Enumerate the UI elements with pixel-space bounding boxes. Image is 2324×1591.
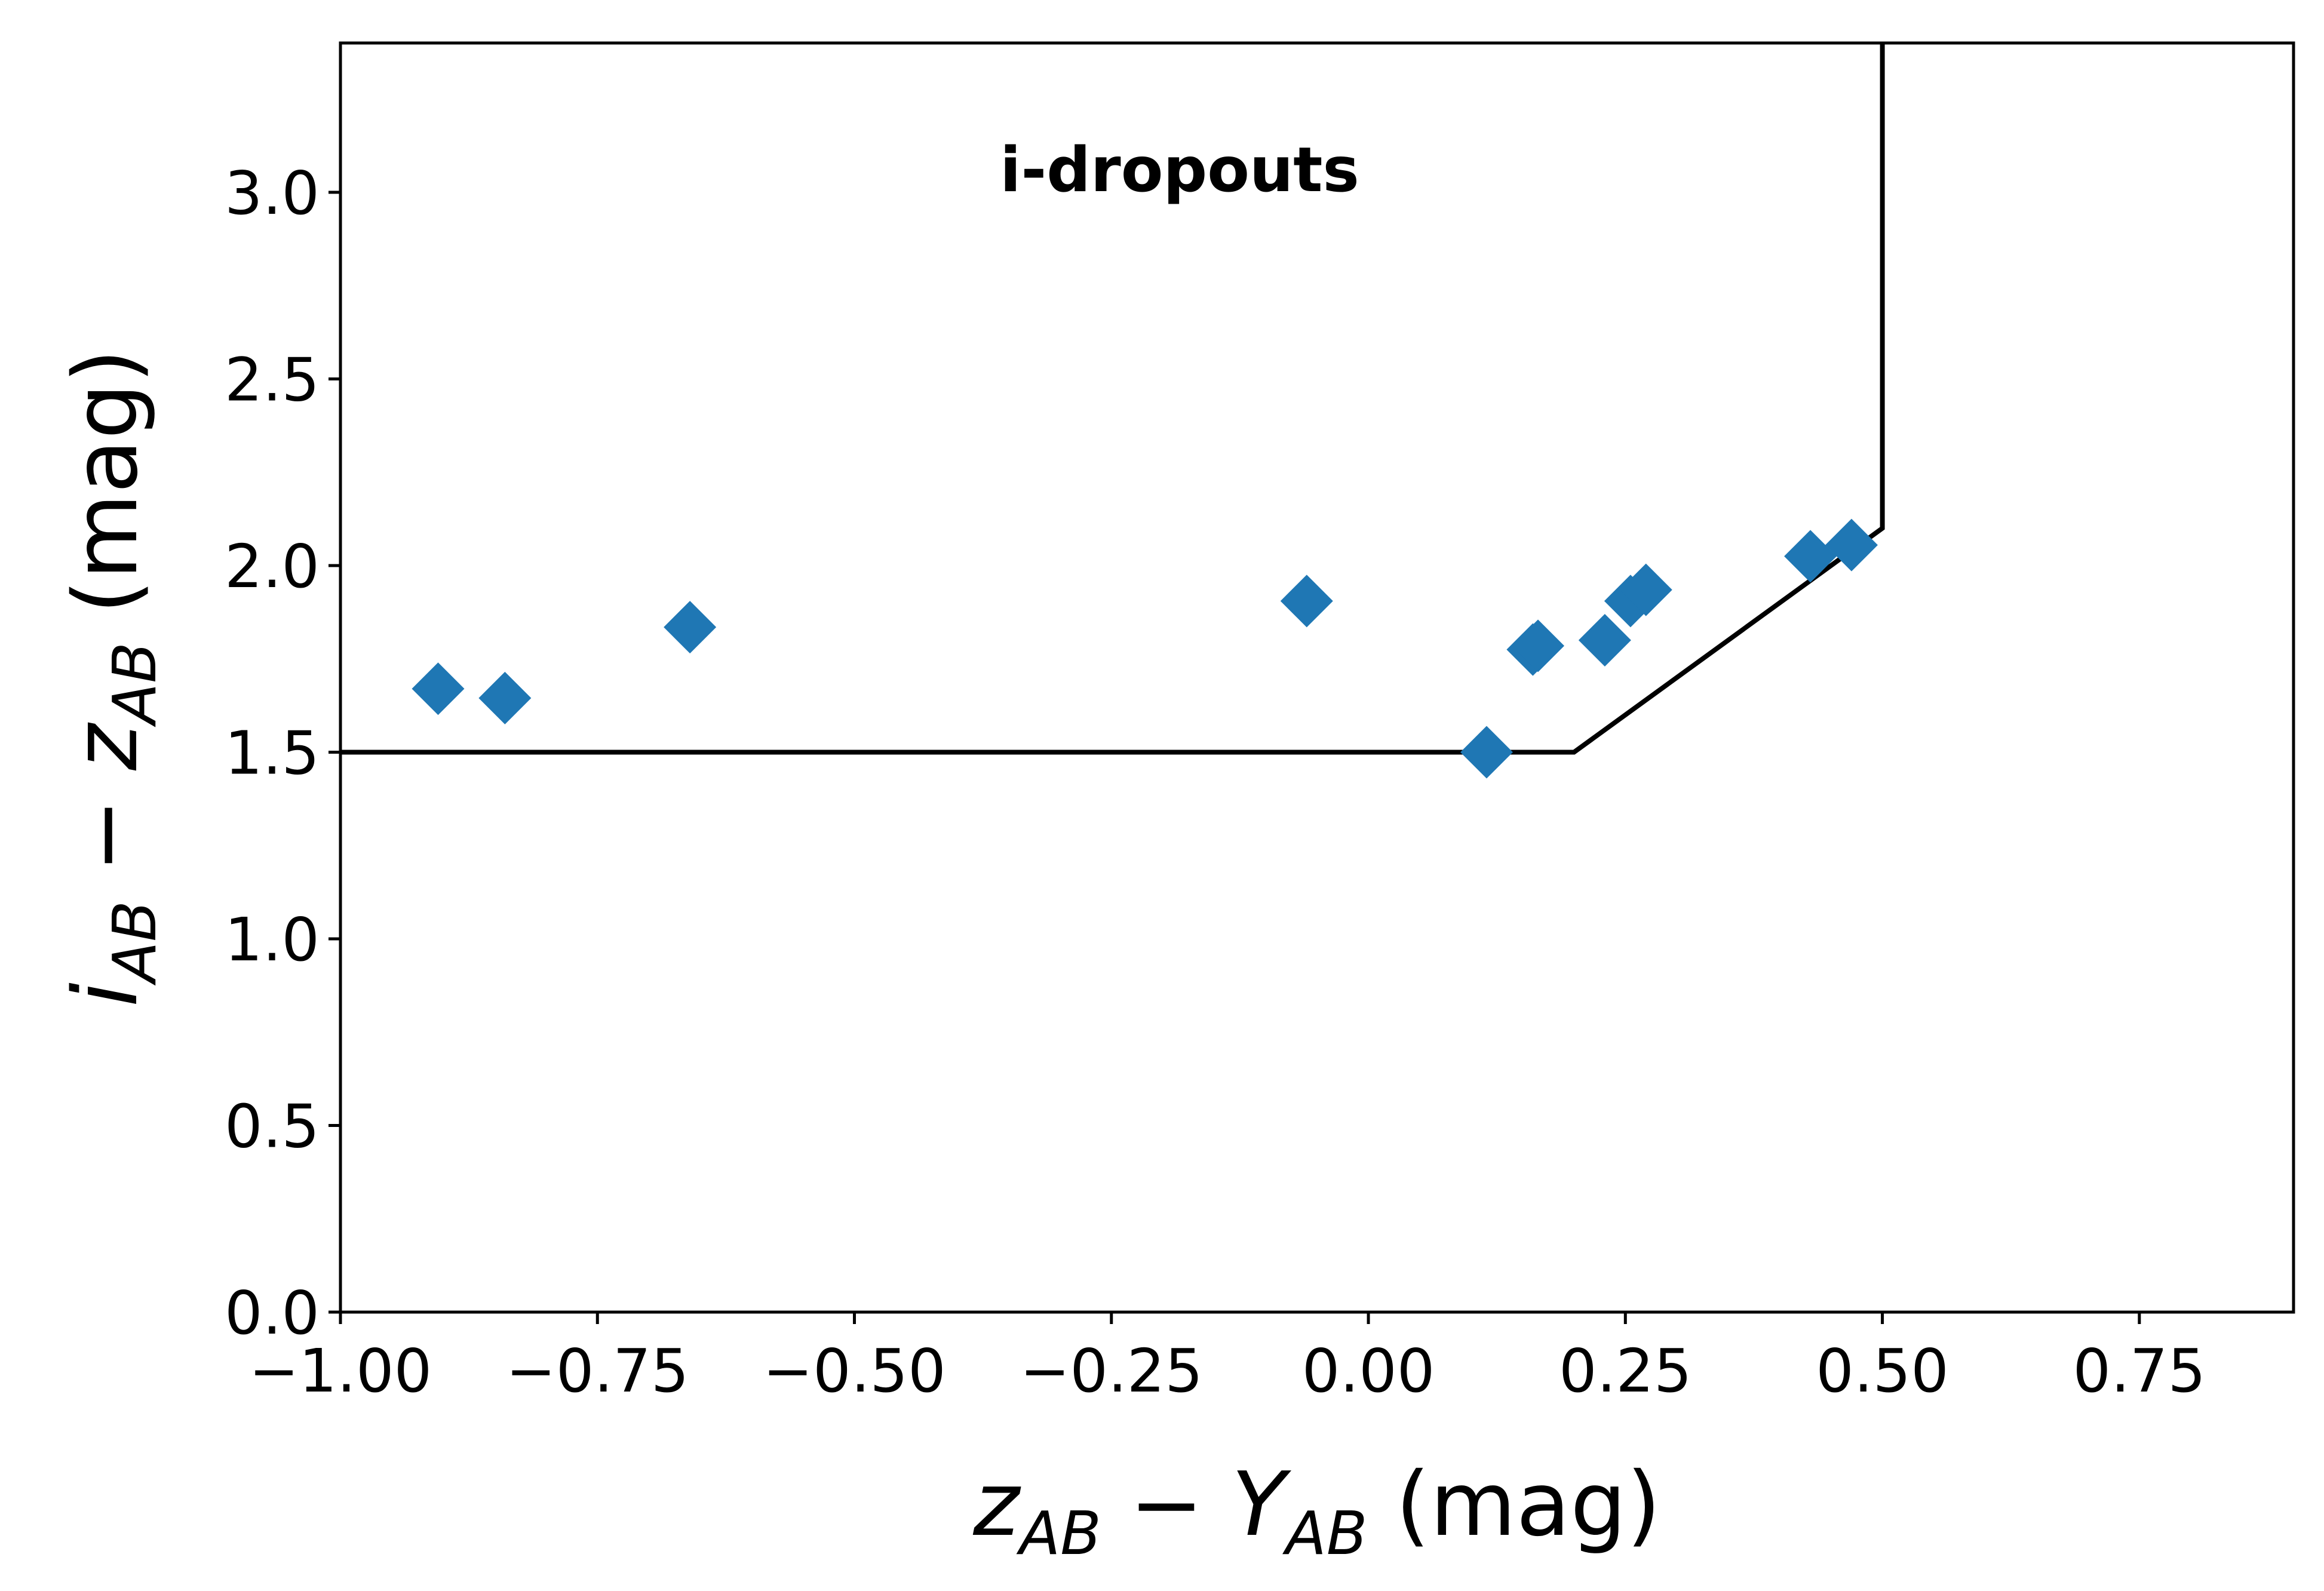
x-tick-label: −0.50 (763, 1336, 945, 1406)
data-point (1825, 518, 1878, 572)
y-tick-label: 3.0 (225, 158, 320, 228)
y-label-sub1: AB (100, 901, 170, 986)
y-label-operator: − (54, 770, 157, 901)
x-label-sub2: AB (1282, 1498, 1367, 1568)
y-tick-label: 0.0 (225, 1278, 320, 1348)
data-point (1619, 563, 1672, 616)
data-point (1784, 530, 1837, 583)
y-label-var2: z (54, 722, 157, 771)
y-tick-label: 2.0 (225, 532, 320, 601)
x-label-sub1: AB (1016, 1498, 1101, 1568)
selection-boundary-layer (340, 43, 1885, 755)
x-tick-label: 0.50 (1816, 1336, 1949, 1406)
data-point (1512, 619, 1565, 672)
y-tick-label: 1.0 (225, 905, 320, 975)
x-axis-label: zAB − YAB (mag) (972, 1453, 1661, 1568)
y-tick-label: 1.5 (225, 718, 320, 788)
y-label-unit: (mag) (54, 349, 157, 642)
y-tick-label: 2.5 (225, 345, 320, 415)
data-point (1280, 575, 1333, 628)
x-axis-ticks: −1.00 −0.75 −0.50 −0.25 0.00 0.25 0.50 0.75 (249, 1312, 2206, 1406)
x-label-unit: (mag) (1367, 1453, 1660, 1556)
x-label-var1: z (972, 1453, 1021, 1556)
y-label-var1: i (54, 982, 157, 1007)
data-point (412, 662, 465, 715)
data-point (664, 601, 717, 654)
x-tick-label: 0.00 (1302, 1336, 1435, 1406)
x-tick-label: −1.00 (249, 1336, 432, 1406)
y-axis-ticks: 0.0 0.5 1.0 1.5 2.0 2.5 3.0 (225, 158, 340, 1348)
data-point (1578, 614, 1631, 666)
y-tick-label: 0.5 (225, 1092, 320, 1162)
plot-frame (339, 41, 2295, 1314)
x-tick-label: −0.75 (506, 1336, 689, 1406)
x-tick-label: 0.75 (2073, 1336, 2206, 1406)
x-tick-label: 0.25 (1559, 1336, 1692, 1406)
annotation-i-dropouts: i-dropouts (1000, 134, 1359, 206)
x-label-var2: Y (1232, 1453, 1292, 1556)
data-point (478, 671, 532, 724)
data-point (1460, 726, 1513, 779)
data-points-layer (412, 518, 1878, 779)
y-axis-label: iAB − zAB (mag) (54, 349, 170, 1007)
y-label-sub2: AB (100, 642, 170, 727)
x-tick-label: −0.25 (1020, 1336, 1203, 1406)
selection-boundary-line (340, 43, 1885, 755)
x-label-operator: − (1101, 1453, 1232, 1556)
